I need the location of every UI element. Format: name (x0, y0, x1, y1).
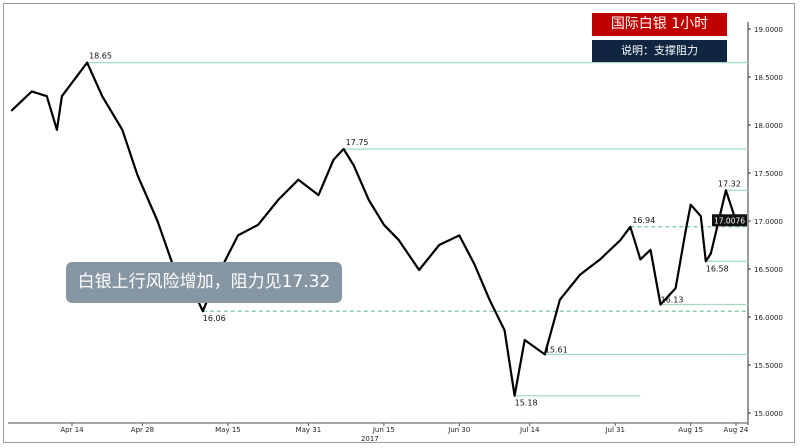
price-point (352, 164, 355, 167)
y-tick-label: 15.0000 (754, 410, 783, 418)
level-label-16.13: 16.13 (661, 296, 684, 305)
price-point (201, 310, 204, 313)
price-point (710, 252, 712, 255)
price-point (398, 239, 400, 241)
level-label-15.18: 15.18 (515, 399, 538, 408)
price-point (725, 189, 727, 192)
x-tick-label: Jun 30 (447, 426, 470, 434)
price-point (156, 220, 159, 222)
y-tick-label: 16.5000 (754, 266, 783, 274)
price-point (332, 158, 335, 161)
price-point (720, 210, 722, 213)
chart-title: 国际白银 1小时 (592, 13, 727, 36)
price-point (503, 329, 506, 332)
level-label-15.61: 15.61 (545, 345, 568, 354)
price-point (599, 258, 601, 261)
price-point (10, 109, 13, 112)
price-point (61, 95, 63, 97)
price-point (513, 394, 516, 397)
y-tick-label: 15.5000 (754, 362, 783, 370)
price-point (649, 249, 652, 251)
y-tick-label: 18.0000 (754, 122, 783, 130)
x-tick-label: Jul 31 (604, 426, 625, 434)
last-price-label: 17.0076 (714, 216, 745, 225)
y-tick-label: 19.0000 (754, 26, 783, 34)
price-line (10, 61, 747, 397)
x-tick-label: Aug 24 (724, 426, 749, 434)
price-point (559, 298, 561, 301)
price-point (46, 95, 48, 97)
level-label-17.75: 17.75 (346, 138, 369, 147)
price-point (342, 148, 345, 150)
price-point (488, 298, 491, 301)
y-tick-label: 18.5000 (754, 74, 783, 82)
chart-subtitle: 说明：支撑阻力 (592, 40, 727, 62)
chart-frame (3, 3, 795, 443)
x-tick-label: Apr 14 (60, 426, 84, 434)
price-point (297, 178, 300, 181)
price-point (544, 353, 546, 356)
x-tick-label: May 31 (296, 426, 322, 434)
price-point (629, 225, 632, 228)
level-label-16.58: 16.58 (706, 264, 729, 273)
price-point (101, 95, 103, 97)
price-point (317, 194, 320, 196)
price-point (523, 339, 526, 341)
price-point (579, 273, 581, 276)
price-point (136, 174, 139, 176)
price-point (619, 239, 622, 241)
y-tick-label: 16.0000 (754, 314, 783, 322)
annotation-box: 白银上行风险增加，阻力见17.32 (66, 262, 342, 303)
price-point (674, 287, 677, 290)
price-point (699, 215, 702, 217)
x-tick-label: Aug 15 (678, 426, 703, 434)
x-tick-label: Apr 28 (131, 426, 154, 434)
x-tick-label: Jul 14 (519, 426, 540, 434)
y-tick-label: 17.0000 (754, 218, 783, 226)
price-point (56, 129, 58, 131)
level-label-16.94: 16.94 (632, 216, 655, 225)
price-point (689, 203, 692, 206)
price-point (277, 199, 280, 201)
price-point (639, 258, 642, 261)
price-point (86, 61, 88, 64)
level-label-16.06: 16.06 (203, 314, 226, 323)
x-tick-label: Jun 15 (372, 426, 395, 434)
price-point (458, 234, 461, 237)
price-point (704, 260, 707, 263)
price-point (383, 224, 385, 226)
level-label-18.65: 18.65 (89, 52, 112, 61)
y-tick-label: 17.5000 (754, 170, 783, 178)
price-point (438, 244, 440, 246)
price-point (30, 90, 33, 93)
level-label-17.32: 17.32 (718, 179, 741, 188)
price-point (257, 224, 259, 226)
year-label: 2017 (361, 435, 379, 443)
price-point (237, 234, 239, 237)
last-price-tag (712, 214, 747, 227)
price-point (473, 263, 476, 266)
price-point (121, 129, 124, 131)
price-point (367, 199, 370, 201)
x-tick-label: May 15 (215, 426, 241, 434)
price-point (684, 229, 687, 232)
price-point (659, 303, 662, 306)
price-point (418, 269, 420, 271)
